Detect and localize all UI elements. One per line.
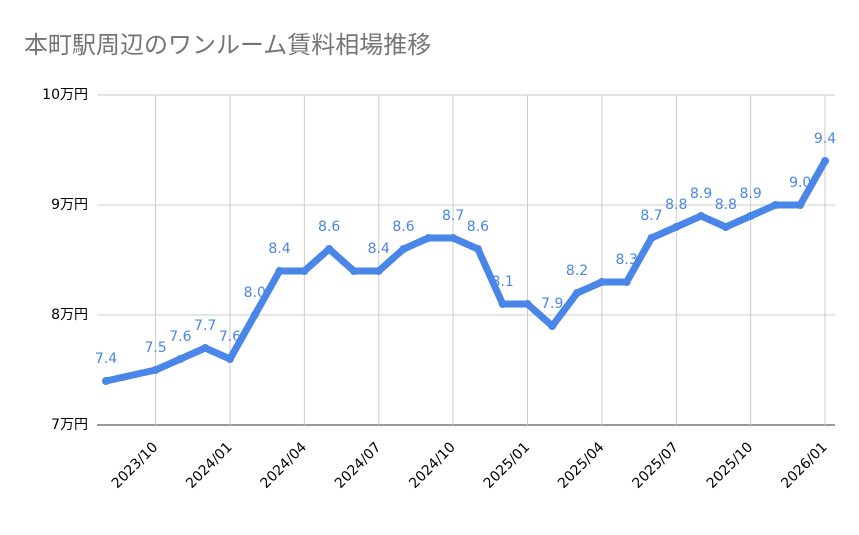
point — [176, 355, 185, 363]
point — [399, 245, 408, 253]
data-label: 7.6 — [219, 329, 241, 345]
x-tick-label: 2025/04 — [555, 439, 608, 492]
point — [597, 278, 606, 286]
data-label: 8.7 — [442, 208, 464, 224]
data-label: 7.7 — [194, 318, 216, 334]
point — [225, 355, 234, 363]
point — [746, 212, 755, 220]
point — [374, 267, 383, 275]
x-tick-label: 2024/10 — [406, 439, 458, 491]
point — [672, 223, 681, 231]
data-label: 7.5 — [144, 340, 166, 356]
point — [349, 267, 358, 275]
y-tick-label: 7万円 — [51, 417, 88, 433]
point — [250, 311, 259, 319]
data-label: 8.4 — [368, 241, 390, 257]
data-label: 8.8 — [665, 197, 687, 213]
data-label: 8.8 — [715, 197, 737, 213]
x-tick-label: 2023/10 — [109, 439, 161, 491]
point — [498, 300, 507, 308]
point — [424, 234, 433, 242]
point — [102, 377, 110, 385]
point — [697, 212, 706, 220]
y-tick-label: 10万円 — [42, 87, 88, 103]
data-label: 8.6 — [467, 219, 489, 235]
point — [325, 245, 334, 253]
point — [573, 289, 582, 297]
data-label: 8.6 — [318, 219, 340, 235]
x-tick-label: 2024/04 — [258, 439, 311, 492]
data-label: 8.9 — [739, 186, 761, 202]
data-label: 8.6 — [392, 219, 414, 235]
point — [523, 300, 532, 308]
point — [821, 157, 829, 165]
data-label: 8.9 — [690, 186, 712, 202]
point — [721, 223, 730, 231]
data-label: 9.4 — [814, 131, 836, 147]
point — [548, 322, 557, 330]
data-label: 8.4 — [268, 241, 290, 257]
x-tick-label: 2025/07 — [629, 439, 681, 491]
point — [796, 201, 805, 209]
point — [201, 344, 210, 352]
point — [771, 201, 780, 209]
data-label: 8.0 — [244, 285, 266, 301]
x-tick-label: 2025/10 — [704, 439, 756, 491]
x-tick-label: 2026/01 — [778, 439, 830, 491]
chart-title: 本町駅周辺のワンルーム賃料相場推移 — [24, 31, 431, 59]
x-tick-label: 2025/01 — [481, 439, 533, 491]
data-label: 7.4 — [95, 351, 117, 367]
point — [622, 278, 631, 286]
data-label: 7.9 — [541, 296, 563, 312]
point — [449, 234, 458, 242]
line — [105, 159, 829, 385]
data-label: 8.3 — [616, 252, 638, 268]
x-tick-label: 2024/01 — [183, 439, 235, 491]
y-tick-label: 8万円 — [51, 307, 88, 323]
data-label: 8.7 — [640, 208, 662, 224]
y-tick-label: 9万円 — [51, 197, 88, 213]
x-tick-label: 2024/07 — [332, 439, 384, 491]
point — [151, 366, 160, 374]
point — [647, 234, 656, 242]
point — [473, 245, 482, 253]
point — [300, 267, 309, 275]
data-label: 7.6 — [169, 329, 191, 345]
data-label: 8.2 — [566, 263, 588, 279]
point — [275, 267, 284, 275]
data-label: 9.0 — [789, 175, 811, 191]
data-label: 8.1 — [492, 274, 514, 290]
